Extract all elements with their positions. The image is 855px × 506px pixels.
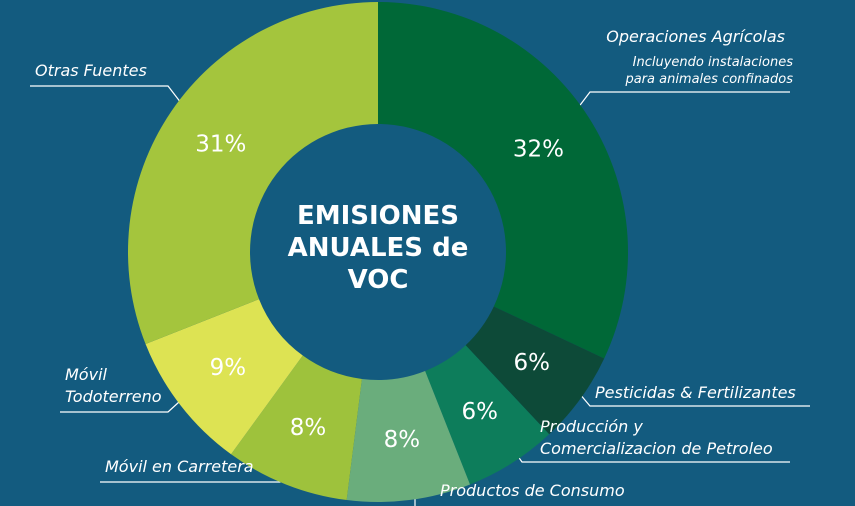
slice	[231, 355, 362, 501]
leader-line	[564, 91, 790, 126]
category-label: Móvil Todoterreno	[65, 365, 162, 406]
category-label: Móvil en Carretera	[105, 457, 254, 476]
slice	[346, 371, 471, 503]
slice	[425, 345, 550, 485]
slice	[145, 299, 303, 455]
slice	[465, 306, 605, 435]
value-label: 6%	[513, 350, 550, 376]
value-label: 6%	[462, 399, 499, 425]
category-label: Producción y Comercializacion de Petrole…	[540, 417, 773, 458]
annotation: Incluyendo instalaciones para animales c…	[625, 55, 793, 87]
chart-title: EMISIONES ANUALES de VOC	[287, 201, 469, 295]
slice	[127, 2, 378, 345]
value-label: 9%	[210, 355, 247, 381]
slice	[378, 2, 629, 359]
category-label: Operaciones Agrícolas	[606, 27, 785, 46]
category-label: Productos de Consumo	[440, 481, 625, 500]
value-label: 32%	[513, 137, 564, 163]
category-label: Pesticidas & Fertilizantes	[595, 383, 796, 402]
value-label: 8%	[384, 427, 421, 453]
category-label: Otras Fuentes	[35, 61, 147, 80]
value-label: 8%	[290, 415, 327, 441]
leader-line	[30, 85, 189, 113]
value-label: 31%	[195, 132, 246, 158]
